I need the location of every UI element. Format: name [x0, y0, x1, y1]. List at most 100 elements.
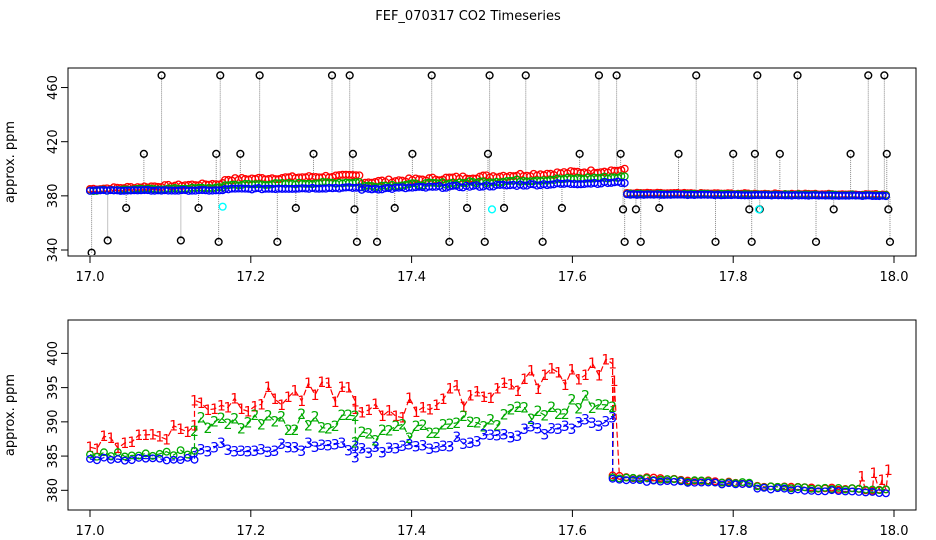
series-1-label: 1 — [217, 398, 226, 414]
series-2-label: 2 — [601, 398, 610, 414]
series-3-point — [745, 480, 754, 488]
outlier-point — [103, 236, 112, 245]
series-3-label: 3 — [304, 436, 313, 452]
y-tick-label: 390 — [46, 409, 61, 434]
outlier-point — [309, 149, 318, 158]
series-3-label: 3 — [608, 410, 617, 426]
series-3-label: 3 — [311, 440, 320, 456]
plot-frame — [67, 319, 917, 511]
series-3-label: 3 — [473, 434, 482, 450]
series-1-label: 1 — [190, 418, 199, 434]
outlier-point — [372, 237, 382, 246]
series-2-label: 2 — [466, 415, 475, 431]
series-3-label: 3 — [534, 422, 543, 438]
outlier-point — [692, 71, 701, 80]
series-1-label: 1 — [459, 400, 468, 416]
series-2-label: 2 — [432, 426, 441, 442]
series-1-label: 1 — [358, 406, 367, 422]
plot-area: 1111111111111111111111111111111111111111… — [86, 352, 893, 498]
series-1-label: 1 — [120, 436, 129, 452]
series-3-label: 3 — [337, 436, 346, 452]
x-tick-label: 17.6 — [558, 270, 587, 285]
series-3-label: 3 — [405, 438, 414, 454]
series-1-label: 1 — [244, 404, 253, 420]
outlier-point — [884, 205, 893, 214]
x-tick-label: 17.0 — [76, 270, 105, 285]
series-3-point — [620, 178, 629, 188]
series-3-label: 3 — [419, 438, 428, 454]
series-3-label: 3 — [513, 429, 522, 445]
series-3-point — [882, 489, 890, 498]
series-3-label: 3 — [277, 437, 286, 453]
outlier-point — [194, 203, 203, 213]
outlier-point — [350, 205, 359, 214]
series-1-label: 1 — [324, 376, 333, 392]
outlier-point — [575, 149, 584, 158]
series-1-label: 1 — [176, 422, 185, 438]
series-2-label: 2 — [405, 431, 414, 447]
outlier-point — [618, 205, 628, 214]
series-1-label: 1 — [93, 442, 102, 458]
series-2-label: 2 — [500, 408, 509, 424]
outlier-point — [122, 203, 131, 213]
outlier-point — [352, 237, 362, 246]
series-1-label: 1 — [127, 435, 136, 451]
series-3-point — [99, 453, 108, 462]
series-2-point — [99, 448, 108, 457]
outlier-point — [216, 71, 225, 80]
series-2-label: 2 — [364, 426, 373, 442]
series-3-label: 3 — [203, 444, 212, 460]
series-2-label: 2 — [574, 402, 583, 418]
series-2-point — [169, 451, 178, 460]
series-3-label: 3 — [588, 416, 597, 432]
outlier-point — [521, 71, 530, 80]
series-3-label: 3 — [466, 436, 475, 452]
series-2-label: 2 — [277, 409, 286, 425]
series-2-label: 2 — [244, 415, 253, 431]
series-1-label: 1 — [432, 398, 441, 414]
series-3-label: 3 — [331, 437, 340, 453]
series-2-label: 2 — [561, 407, 570, 423]
y-tick-label: 460 — [46, 75, 61, 100]
series-2-label: 2 — [317, 420, 326, 436]
series-2-label: 2 — [270, 414, 279, 430]
panel-top: 17.0 17.2 17.4 17.6 17.8 18.0 340 380 420 460 appr… — [3, 67, 917, 285]
series-2-label: 2 — [608, 400, 617, 416]
series-1-label: 1 — [869, 466, 878, 482]
series-1-label: 1 — [351, 394, 360, 410]
series-3-label: 3 — [378, 446, 387, 462]
outlier-point — [236, 149, 245, 158]
outlier-point — [348, 149, 358, 158]
series-1-label: 1 — [588, 356, 597, 372]
series-1-label: 1 — [311, 388, 320, 404]
series-3-point — [881, 192, 891, 201]
series-2-label: 2 — [351, 435, 360, 451]
series-2-label: 2 — [217, 411, 226, 427]
outlier-point — [462, 203, 472, 213]
outlier-point — [408, 149, 417, 158]
outlier-point — [616, 149, 625, 158]
x-tick-label: 17.2 — [236, 270, 265, 285]
outlier-point — [139, 149, 148, 158]
series-3-label: 3 — [601, 415, 610, 431]
series-1-label: 1 — [466, 389, 475, 405]
series-3-point — [155, 454, 164, 463]
series-1-label: 1 — [425, 403, 434, 419]
series-3-label: 3 — [224, 443, 233, 459]
outlier-point — [745, 205, 754, 214]
series-2-label: 2 — [203, 421, 212, 437]
outlier-point — [674, 149, 683, 158]
series-1-label: 1 — [197, 396, 206, 412]
series-2-label: 2 — [378, 423, 387, 439]
series-2-label: 2 — [331, 419, 340, 435]
series-1-label: 1 — [317, 375, 326, 391]
series-1-label: 1 — [877, 473, 886, 489]
series-1-label: 1 — [148, 428, 157, 444]
series-3-label: 3 — [452, 430, 461, 446]
series-1-label: 1 — [291, 384, 300, 400]
series-2-point — [106, 452, 115, 460]
series-2-label: 2 — [190, 424, 199, 440]
series-1-label: 1 — [446, 381, 455, 397]
series-3-label: 3 — [358, 442, 367, 458]
series-3-label: 3 — [317, 438, 326, 454]
